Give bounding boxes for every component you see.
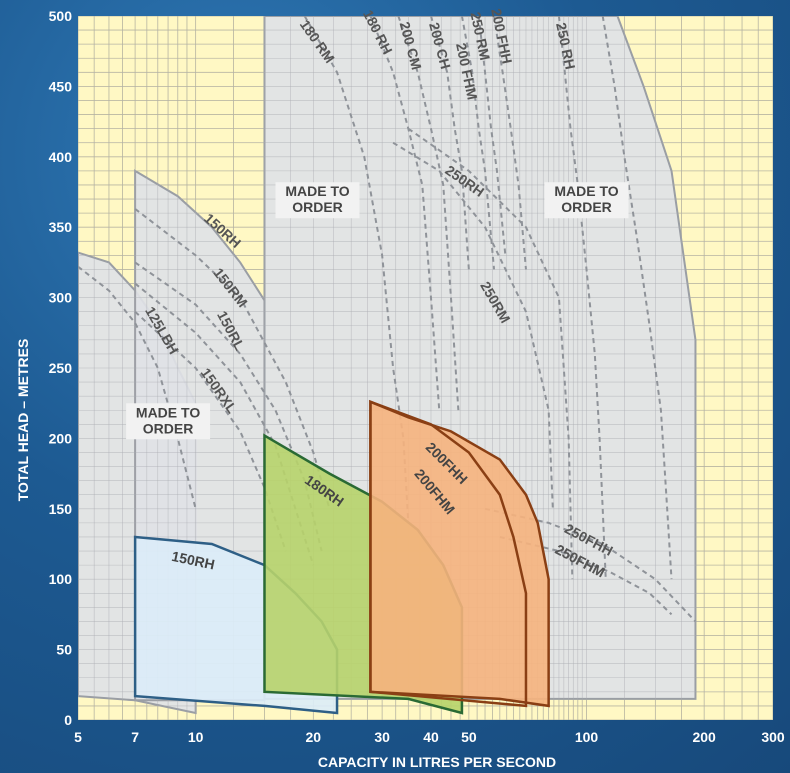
made-to-order-bg [126, 403, 211, 440]
y-axis-label: TOTAL HEAD – METRES [15, 339, 31, 502]
y-tick: 200 [49, 430, 73, 446]
y-tick-labels: 0 50 100 150 200 250 300 350 400 450 500 [49, 8, 73, 728]
y-tick: 100 [49, 571, 73, 587]
dashed-curve [369, 16, 441, 411]
y-tick: 350 [49, 219, 73, 235]
made-to-order-label: MADE TO [285, 183, 349, 199]
y-tick: 50 [56, 642, 72, 658]
dashed-curve [407, 127, 574, 580]
y-tick: 300 [49, 290, 73, 306]
x-tick: 50 [461, 729, 477, 745]
made-to-order-label: MADE TO [554, 183, 618, 199]
dashed-curve [134, 282, 315, 566]
dashed-curve [460, 16, 496, 270]
pump-region-200fhh [369, 399, 550, 708]
x-tick: 20 [306, 729, 322, 745]
x-tick: 200 [692, 729, 716, 745]
x-axis-label: CAPACITY IN LITRES PER SECOND [318, 754, 556, 770]
x-tick: 5 [74, 729, 82, 745]
x-tick: 300 [761, 729, 785, 745]
dashed-curve [601, 16, 673, 580]
y-tick: 250 [49, 360, 73, 376]
made-to-order-label: ORDER [143, 420, 194, 436]
x-tick: 40 [423, 729, 439, 745]
made-to-order-bg [544, 182, 629, 219]
y-tick: 0 [64, 712, 72, 728]
x-tick: 100 [575, 729, 599, 745]
x-tick: 10 [188, 729, 204, 745]
dashed-curve [78, 265, 197, 510]
highlighted-pump-regions [133, 399, 550, 715]
dashed-curve [397, 16, 460, 411]
made-to-order-bg [275, 182, 360, 219]
made-to-order-label: ORDER [292, 199, 343, 215]
y-tick: 400 [49, 149, 73, 165]
y-tick: 500 [49, 8, 73, 24]
dashed-curve [303, 16, 410, 523]
dashed-curve [134, 208, 331, 510]
y-tick: 150 [49, 501, 73, 517]
made-to-order-label: ORDER [561, 199, 612, 215]
x-tick: 30 [374, 729, 390, 745]
x-tick-labels: 5 7 10 20 30 40 50 100 200 300 [74, 729, 785, 745]
dashed-curve [134, 261, 323, 552]
dashed-curve [557, 16, 607, 580]
x-tick: 7 [131, 729, 139, 745]
dashed-curve [392, 141, 554, 509]
dashed-curve [430, 16, 470, 270]
made-to-order-label: MADE TO [136, 404, 200, 420]
pump-region-200fhm [369, 399, 528, 708]
dashed-curve [477, 16, 507, 256]
dashed-curve [493, 16, 527, 270]
y-tick: 450 [49, 78, 73, 94]
